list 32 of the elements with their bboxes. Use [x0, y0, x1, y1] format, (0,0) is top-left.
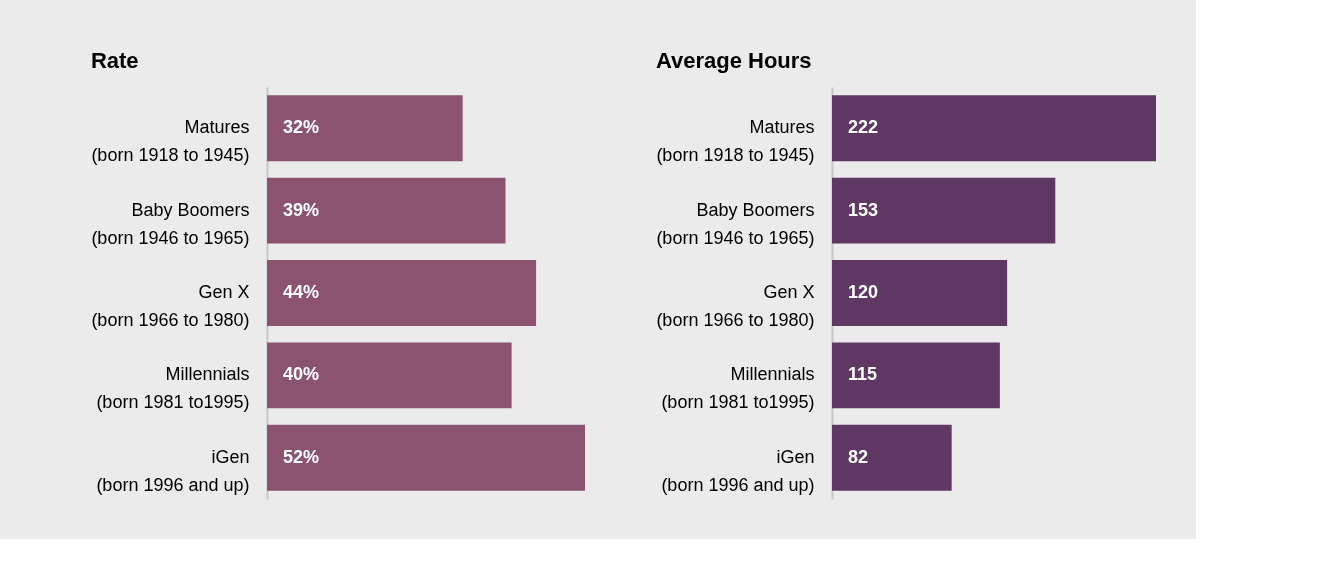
y-tick-label: iGen (born 1996 and up) — [661, 446, 815, 495]
bar — [267, 342, 512, 409]
bar — [832, 342, 1000, 409]
data-label: 222 — [848, 117, 879, 138]
y-tick-label: Gen X (born 1966 to 1980) — [656, 282, 815, 330]
y-tick-label: iGen (born 1996 and up) — [96, 446, 250, 495]
data-label: 120 — [848, 282, 879, 302]
data-label: 115 — [848, 364, 878, 385]
y-tick-label: Matures (born 1918 to 1945) — [91, 117, 250, 166]
data-label: 32% — [283, 117, 320, 138]
y-tick-label: Millennials (born 1981 to1995) — [96, 364, 250, 413]
data-label: 39% — [283, 199, 320, 220]
data-label: 82 — [848, 446, 869, 467]
data-label: 44% — [283, 282, 320, 302]
bar — [832, 177, 1056, 244]
bar — [832, 95, 1156, 162]
data-label: 153 — [848, 199, 879, 220]
bar — [832, 424, 952, 491]
bar — [267, 424, 585, 491]
bar — [267, 177, 506, 244]
chart-title: Rate — [90, 48, 139, 73]
bar — [832, 260, 1008, 326]
chart-title: Average Hours — [655, 48, 812, 73]
y-tick-label: Baby Boomers (born 1946 to 1965) — [91, 199, 250, 248]
y-tick-label: Gen X (born 1966 to 1980) — [91, 282, 250, 330]
bar — [267, 95, 463, 162]
y-tick-label: Matures (born 1918 to 1945) — [656, 117, 815, 166]
data-label: 52% — [283, 446, 320, 467]
data-label: 40% — [283, 364, 320, 385]
bar — [267, 260, 537, 326]
y-tick-label: Millennials (born 1981 to1995) — [661, 364, 815, 413]
y-tick-label: Baby Boomers (born 1946 to 1965) — [656, 199, 815, 248]
